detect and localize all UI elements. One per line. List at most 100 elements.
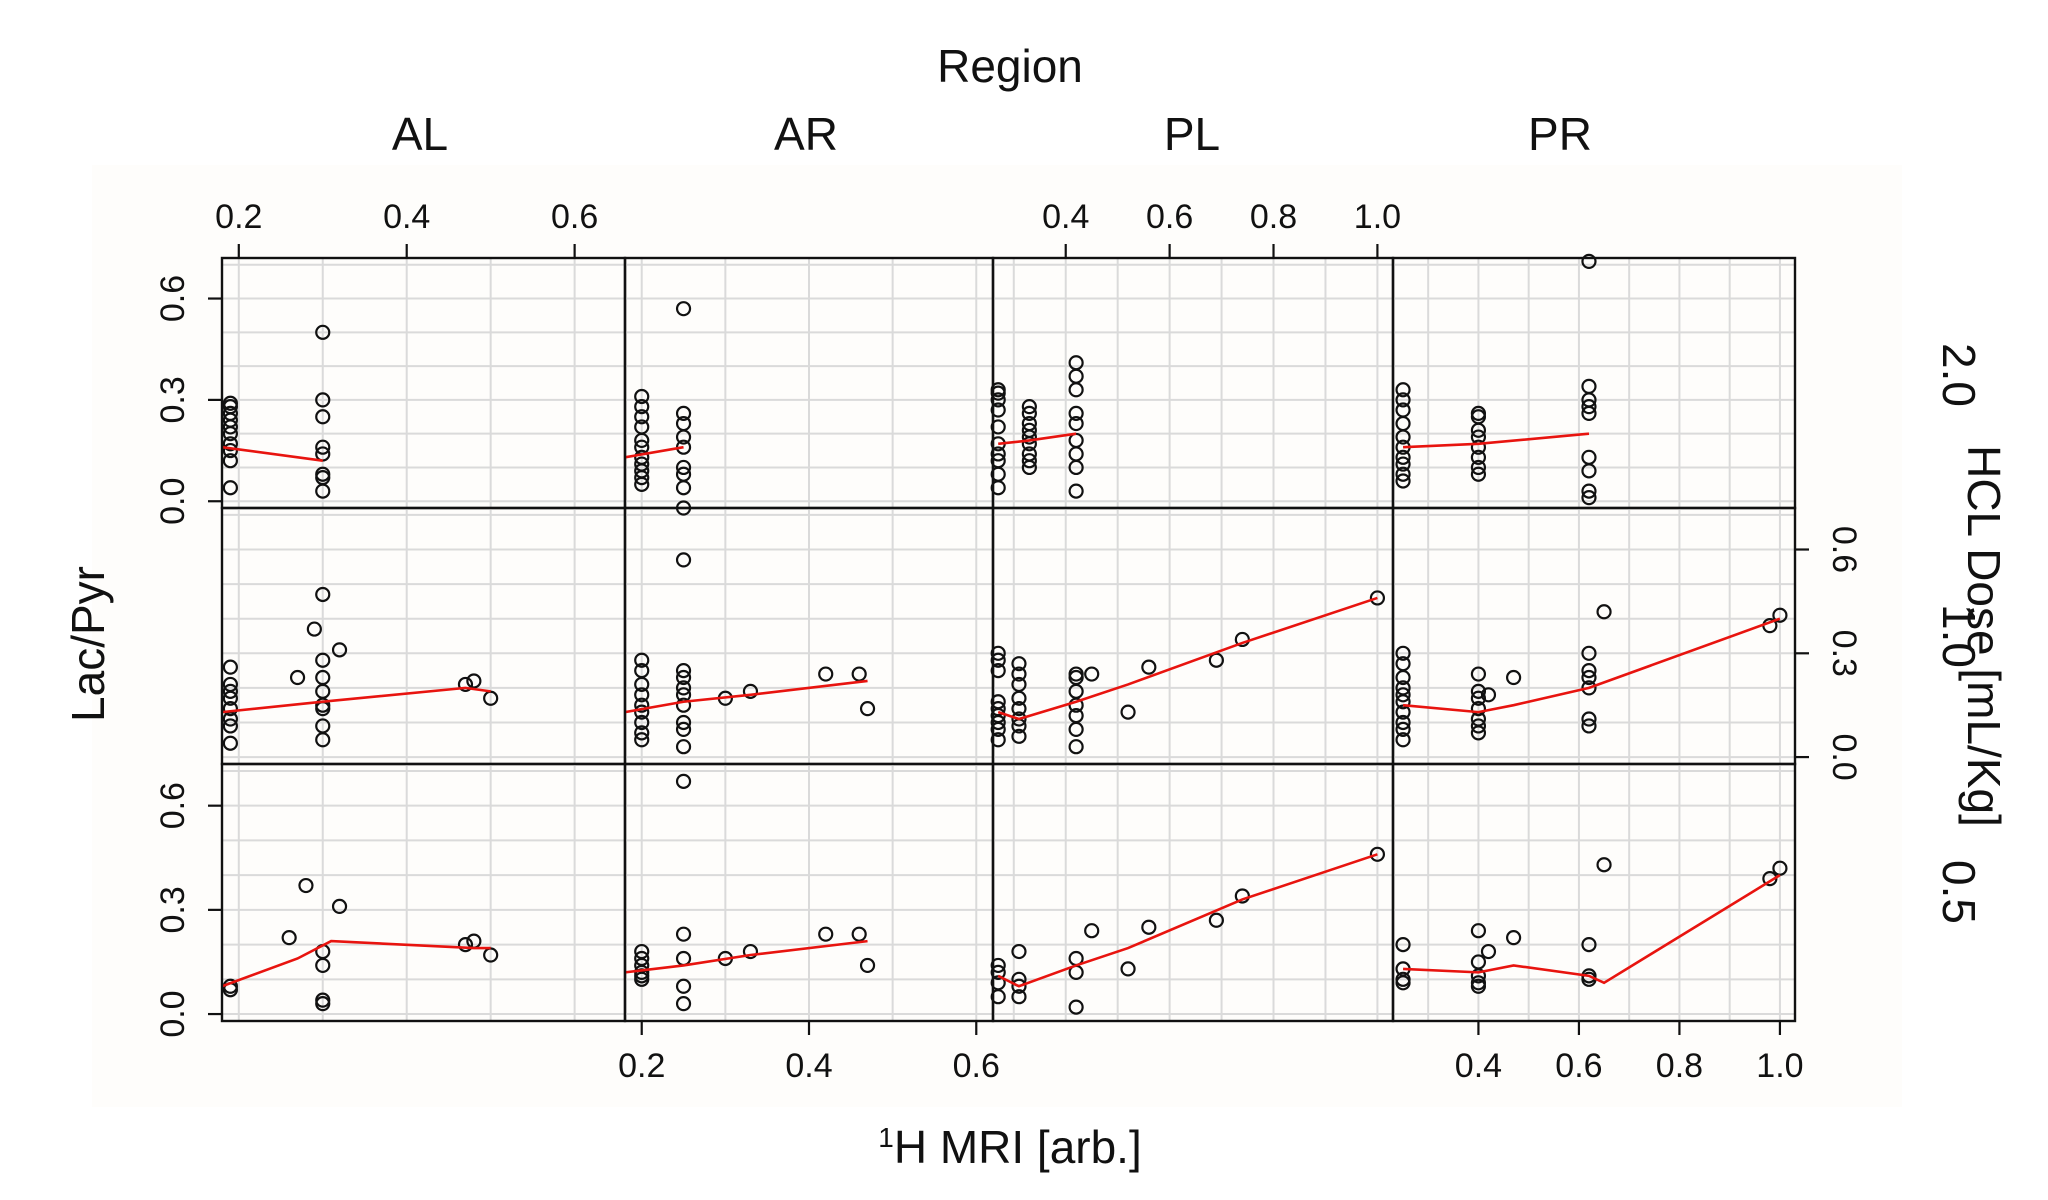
data-point (1470, 701, 1487, 717)
data-point (742, 683, 759, 699)
x-tick-label: 0.4 (785, 1047, 832, 1085)
data-point (634, 388, 650, 405)
data-point (1581, 449, 1597, 465)
data-point (1068, 739, 1084, 755)
data-point (1369, 846, 1386, 862)
data-point (315, 718, 331, 734)
data-point (1395, 714, 1411, 731)
x-tick-label: 0.8 (1656, 1047, 1703, 1085)
data-point (1011, 711, 1027, 727)
panels (220, 253, 1797, 1023)
data-point (1369, 590, 1386, 606)
data-point (315, 652, 331, 668)
y-tick-label: 0.6 (154, 275, 192, 322)
data-point (990, 964, 1006, 980)
trend-line (1402, 617, 1781, 714)
data-point (1084, 923, 1100, 939)
data-point (1395, 645, 1411, 661)
data-point (1395, 402, 1411, 418)
data-point (990, 645, 1006, 661)
data-point (675, 552, 692, 568)
data-point (634, 456, 650, 472)
y-tick-label: 0.3 (154, 886, 192, 933)
data-point (1470, 718, 1487, 734)
data-point (675, 415, 692, 432)
data-point (1141, 919, 1157, 935)
data-point (634, 704, 650, 720)
data-point (818, 666, 834, 682)
data-point (315, 992, 331, 1008)
data-point (634, 449, 650, 465)
data-point (675, 714, 692, 731)
data-point (675, 662, 692, 679)
data-point (1470, 690, 1487, 706)
data-point (675, 669, 692, 686)
data-point (222, 453, 238, 469)
data-point (1011, 666, 1027, 682)
data-point (675, 978, 692, 994)
row-label-2.0: 2.0 (1933, 343, 1985, 407)
data-point (851, 666, 867, 682)
data-point (675, 773, 692, 789)
panel-2.0-PL (990, 256, 1395, 510)
data-point (1395, 680, 1411, 696)
data-point (1395, 721, 1411, 738)
data-point (818, 926, 834, 942)
data-point (675, 697, 692, 713)
data-point (315, 669, 331, 686)
plot-background (92, 165, 1902, 1107)
data-point (1505, 930, 1522, 946)
data-point (298, 877, 314, 894)
x-axis-PL-top: 0.4 0.6 0.8 1.0 (1042, 198, 1401, 258)
data-point (1068, 666, 1084, 682)
data-point (1021, 399, 1037, 415)
x-tick-label: 1.0 (1354, 198, 1401, 236)
data-point (1011, 978, 1027, 994)
data-point (1395, 687, 1411, 703)
trend-line (221, 686, 491, 714)
data-point (1581, 483, 1597, 499)
data-point (990, 694, 1006, 710)
panel-0.5-PR (1391, 762, 1797, 1023)
data-point (1581, 253, 1597, 269)
y-tick-label: 0.0 (1825, 733, 1863, 780)
data-point (1581, 680, 1597, 696)
data-point (634, 714, 650, 731)
data-point (1470, 405, 1487, 422)
x-axis-PR-bottom: 0.4 0.6 0.8 1.0 (1455, 1021, 1804, 1085)
data-point (675, 721, 692, 738)
data-point (1395, 936, 1411, 953)
data-point (1581, 399, 1597, 415)
data-point (675, 405, 692, 422)
data-point (634, 732, 650, 748)
data-point (634, 697, 650, 713)
trend-line (624, 939, 868, 974)
data-point (315, 409, 331, 425)
data-point (634, 419, 650, 435)
x-tick-label: 0.8 (1250, 198, 1297, 236)
x-tick-label: 0.2 (618, 1047, 665, 1085)
data-point (222, 436, 238, 452)
data-point (222, 718, 238, 734)
data-point (1581, 378, 1597, 394)
data-point (990, 419, 1006, 435)
x-axis-AL-top: 0.2 0.4 0.6 (215, 198, 598, 258)
data-point (457, 676, 474, 693)
x-tick-label: 0.2 (215, 198, 262, 236)
data-point (1581, 662, 1597, 679)
data-point (634, 725, 650, 741)
data-point (1470, 666, 1487, 682)
y-tick-label: 0.6 (1825, 526, 1863, 573)
trend-line (624, 679, 868, 714)
panel-2.0-AL (220, 256, 627, 510)
chart-title: Region (937, 40, 1083, 92)
data-point (222, 659, 238, 675)
trend-line (221, 445, 323, 462)
data-point (990, 382, 1006, 398)
x-axis-label: 1H MRI [arb.] (878, 1121, 1142, 1173)
data-point (1120, 704, 1136, 720)
x-tick-label: 0.4 (383, 198, 430, 236)
data-point (1395, 466, 1411, 482)
data-point (1068, 355, 1084, 371)
data-point (990, 453, 1006, 469)
